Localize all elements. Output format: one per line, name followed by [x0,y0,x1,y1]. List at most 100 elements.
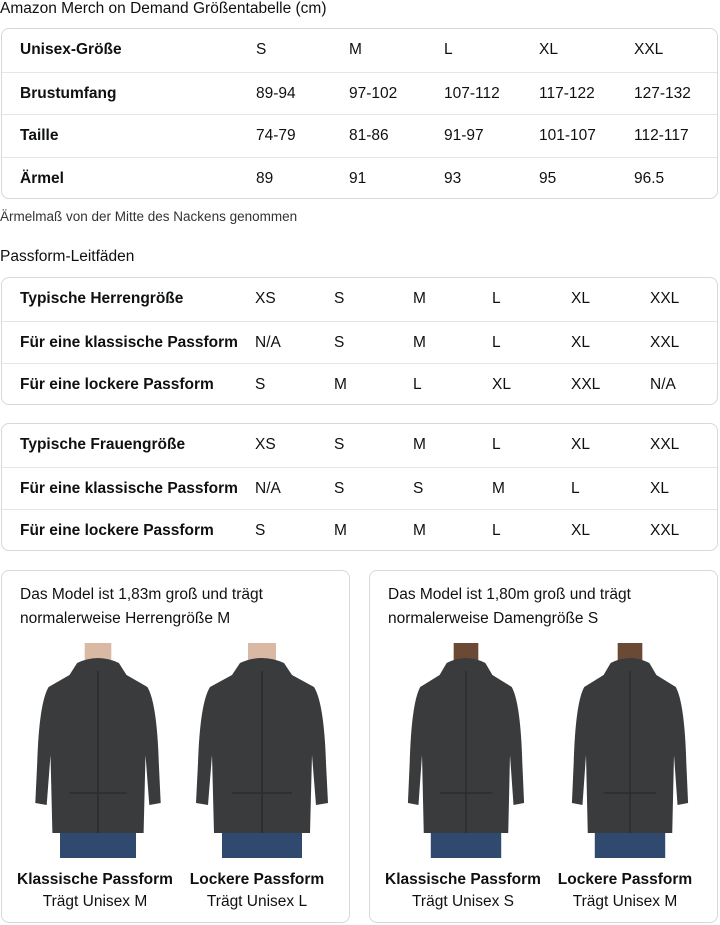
row-label: Typische Herrengröße [20,290,184,307]
fit-label: Klassische Passform [385,871,541,888]
table-cell: M [413,436,426,453]
table-row: Typische Herrengröße XS S M L XL XXL [2,278,717,321]
size-worn: Trägt Unisex S [412,893,514,910]
table-cell: 91 [349,169,367,187]
table-cell: N/A [650,376,676,393]
table-cell: L [492,522,501,539]
table-cell: N/A [255,333,281,351]
women-fit-table: Typische Frauengröße XS S M L XL XXL Für eine k… [1,423,718,551]
fit-label: Lockere Passform [557,871,693,888]
loose-fit-model-image [192,643,332,858]
size-worn: Trägt Unisex M [42,893,148,910]
table-cell: XL [650,479,669,497]
table-cell: XL [571,436,590,453]
fit-label: Klassische Passform [17,871,173,888]
table-cell: S [334,333,345,351]
table-cell: S [256,41,267,58]
row-label: Für eine klassische Passform [20,333,238,351]
table-cell: 127-132 [634,84,691,102]
table-cell: XL [571,522,590,539]
table-cell: S [334,436,345,453]
table-cell: 107-112 [444,84,500,102]
table-cell: 89 [256,169,274,187]
table-cell: XXL [650,436,680,453]
caption-line: normalerweise Damengröße S [388,610,599,627]
table-cell: XXL [650,333,680,351]
fit-label: Lockere Passform [189,871,325,888]
row-label: Typische Frauengröße [20,436,186,453]
table-cell: XL [571,333,590,351]
model-caption: Das Model ist 1,80m groß und trägt normal… [388,583,631,631]
row-label: Brustumfang [20,84,117,102]
table-row: Taille 74-79 81-86 91-97 101-107 112-117 [2,114,717,157]
row-label: Für eine klassische Passform [20,479,238,497]
size-chart-title: Amazon Merch on Demand Größentabelle (cm… [0,0,327,17]
classic-fit-model-image [396,643,536,858]
table-cell: L [413,376,422,393]
table-cell: M [413,333,426,351]
table-cell: M [413,522,426,539]
row-label: Für eine lockere Passform [20,522,214,539]
table-cell: 117-122 [539,84,595,102]
table-cell: XL [539,41,558,58]
table-cell: XXL [650,290,680,307]
table-cell: S [413,479,424,497]
row-label: Ärmel [20,169,64,187]
table-cell: XL [571,290,590,307]
size-worn: Trägt Unisex L [206,893,308,910]
row-label: Für eine lockere Passform [20,376,214,393]
table-cell: L [492,333,501,351]
table-cell: S [255,522,266,539]
table-cell: M [349,41,362,58]
row-label: Taille [20,127,59,144]
loose-fit-model-image [560,643,700,858]
caption-line: Das Model ist 1,80m groß und trägt [388,586,631,603]
table-cell: XS [255,436,276,453]
table-cell: 97-102 [349,84,398,102]
table-row: Brustumfang 89-94 97-102 107-112 117-122 127-… [2,71,717,115]
table-row: Für eine klassische Passform N/A S M L XL XXL [2,320,717,364]
table-row: Typische Frauengröße XS S M L XL XXL [2,424,717,467]
table-cell: 93 [444,169,462,187]
men-fit-table: Typische Herrengröße XS S M L XL XXL Für eine k… [1,277,718,405]
table-row: Für eine lockere Passform S M M L XL XXL [2,509,717,550]
table-cell: 89-94 [256,84,296,102]
table-cell: L [492,436,501,453]
male-model-card: Das Model ist 1,83m groß und trägt normal… [1,570,350,923]
model-caption: Das Model ist 1,83m groß und trägt normal… [20,583,263,631]
table-cell: 101-107 [539,127,596,144]
table-cell: L [492,290,501,307]
table-cell: S [334,290,345,307]
table-cell: M [492,479,505,497]
classic-fit-model-image [28,643,168,858]
table-cell: 91-97 [444,127,484,144]
table-cell: S [255,376,266,393]
table-cell: S [334,479,345,497]
female-model-card: Das Model ist 1,80m groß und trägt normal… [369,570,718,923]
table-cell: M [413,290,426,307]
size-worn: Trägt Unisex M [572,893,678,910]
table-cell: M [334,376,347,393]
table-cell: 96.5 [634,169,665,187]
table-cell: 112-117 [634,127,689,144]
table-cell: 74-79 [256,127,296,144]
table-cell: XXL [571,376,601,393]
table-cell: 95 [539,169,557,187]
table-row: Für eine lockere Passform S M L XL XXL N/A [2,363,717,404]
table-cell: XS [255,290,276,307]
table-cell: M [334,522,347,539]
table-cell: L [571,479,580,497]
table-cell: XXL [634,41,664,58]
size-chart-table: Unisex-Größe S M L XL XXL Brustumfang 89-94 97-1… [1,28,718,199]
table-cell: XL [492,376,511,393]
table-row: Für eine klassische Passform N/A S S M L XL [2,466,717,510]
fit-guide-title: Passform-Leitfäden [0,248,135,265]
row-label: Unisex-Größe [20,41,122,58]
table-cell: N/A [255,479,281,497]
table-row: Ärmel 89 91 93 95 96.5 [2,156,717,199]
table-row: Unisex-Größe S M L XL XXL [2,29,717,72]
table-cell: L [444,41,453,58]
table-cell: XXL [650,522,680,539]
table-cell: 81-86 [349,127,389,144]
caption-line: Das Model ist 1,83m groß und trägt [20,586,263,603]
